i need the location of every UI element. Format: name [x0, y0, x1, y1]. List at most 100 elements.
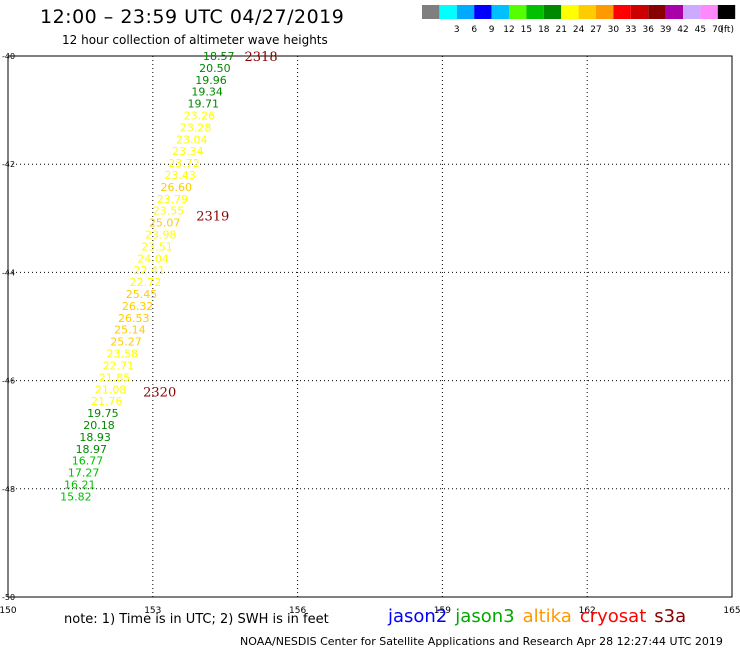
satellite-legend: jason2 jason3 altika cryosat s3a [388, 606, 694, 627]
satellite-cryosat: cryosat [579, 606, 647, 627]
legend-swatch [561, 5, 579, 19]
wave-height-point: 23.58 [106, 348, 137, 361]
legend-label: 70 [712, 25, 724, 35]
wave-height-point: 25.45 [126, 288, 157, 301]
wave-height-point: 16.21 [64, 478, 96, 491]
x-tick-label: 150 [0, 606, 17, 616]
legend-swatch [422, 5, 440, 19]
wave-height-point: 23.55 [153, 205, 185, 218]
wave-height-point: 23.79 [157, 193, 189, 206]
time-label: 2319 [196, 210, 229, 225]
wave-height-point: 23.98 [145, 229, 177, 242]
wave-height-point: 17.27 [68, 467, 100, 480]
wave-height-point: 21.76 [91, 395, 123, 408]
wave-height-point: 19.71 [188, 98, 220, 111]
wave-height-point: 25.27 [110, 336, 142, 349]
satellite-altika: altika [522, 606, 572, 627]
legend-swatch [630, 5, 649, 19]
legend-label: 42 [677, 25, 688, 35]
legend-swatch [613, 5, 631, 19]
wave-height-point: 21.08 [95, 383, 127, 396]
legend-swatch [439, 5, 457, 19]
wave-height-point: 25.14 [114, 324, 146, 337]
wave-height-point: 21.85 [99, 371, 131, 384]
legend-label: 18 [538, 25, 550, 35]
y-tick-label: -46 [2, 377, 15, 386]
legend-label: 15 [521, 25, 532, 35]
y-tick-label: -40 [2, 52, 15, 61]
wave-height-point: 19.34 [191, 86, 223, 99]
chart-title: 12:00 – 23:59 UTC 04/27/2019 [40, 6, 345, 28]
wave-height-point: 22.41 [133, 264, 165, 277]
x-tick-label: 153 [144, 606, 161, 616]
legend-swatch [491, 5, 509, 19]
wave-height-point: 23.34 [172, 145, 204, 158]
wave-height-point: 26.60 [161, 181, 193, 194]
legend-swatch [665, 5, 683, 19]
plot-frame [7, 55, 733, 598]
y-tick-label: -48 [2, 485, 15, 494]
wave-height-point: 23.26 [184, 110, 216, 123]
chart-subtitle: 12 hour collection of altimeter wave hei… [62, 33, 328, 47]
legend-label: 9 [489, 25, 495, 35]
wave-height-point: 19.96 [195, 74, 227, 87]
wave-height-point: 15.82 [60, 490, 92, 503]
wave-height-point: 26.32 [122, 300, 154, 313]
legend-label: 24 [573, 25, 585, 35]
legend-label: 33 [625, 25, 636, 35]
wave-height-point: 18.93 [79, 431, 111, 444]
y-tick-label: -50 [2, 593, 15, 602]
wave-height-point: 22.72 [130, 276, 162, 289]
wave-height-point: 22.71 [103, 359, 134, 372]
color-legend: 3 6 9 12 15 18 21 24 27 30 33 36 39 42 45 70(ft) [422, 5, 736, 35]
y-tick-label: -42 [2, 160, 15, 169]
legend-swatch [474, 5, 492, 19]
legend-swatch [648, 5, 666, 19]
footer-credit: NOAA/NESDIS Center for Satellite Applica… [240, 635, 723, 648]
legend-swatch [717, 5, 736, 19]
legend-swatch [596, 5, 614, 19]
legend-label: 30 [608, 25, 620, 35]
legend-label: 21 [555, 25, 566, 35]
satellite-jason3: jason3 [455, 606, 515, 627]
wave-height-point: 18.57 [203, 50, 235, 63]
wave-height-point: 19.75 [87, 407, 119, 420]
legend-label: 3 [454, 25, 460, 35]
wave-height-point: 16.77 [72, 455, 104, 468]
x-tick-label: 162 [579, 606, 596, 616]
wave-height-point: 23.04 [176, 133, 208, 146]
legend-label: 39 [660, 25, 672, 35]
satellite-jason2: jason2 [388, 606, 448, 627]
x-tick-label: 165 [723, 606, 740, 616]
legend-label: 27 [590, 25, 601, 35]
legend-swatch [509, 5, 527, 19]
legend-swatch [578, 5, 596, 19]
legend-swatch [700, 5, 718, 19]
wave-height-point: 20.50 [199, 62, 231, 75]
wave-height-point: 24.04 [137, 252, 169, 265]
legend-label: 12 [503, 25, 514, 35]
legend-swatch [526, 5, 544, 19]
legend-unit: (ft) [720, 25, 734, 35]
time-label: 2320 [143, 385, 176, 400]
satellite-s3a: s3a [654, 606, 687, 627]
time-label: 2318 [245, 50, 278, 65]
wave-height-point: 23.72 [168, 157, 200, 170]
x-tick-label: 159 [434, 606, 451, 616]
legend-swatch [683, 5, 701, 19]
wave-height-point: 23.43 [164, 169, 196, 182]
wave-height-point: 26.53 [118, 312, 150, 325]
legend-label: 6 [471, 25, 477, 35]
legend-swatch [543, 5, 562, 19]
x-tick-label: 156 [289, 606, 306, 616]
wave-height-point: 25.07 [149, 217, 181, 230]
y-tick-label: -44 [2, 268, 15, 277]
footer-note: note: 1) Time is in UTC; 2) SWH is in fe… [64, 612, 329, 627]
legend-label: 36 [642, 25, 654, 35]
wave-height-point: 23.28 [180, 121, 212, 134]
legend-swatch [456, 5, 475, 19]
wave-height-point: 23.51 [141, 240, 173, 253]
wave-height-point: 18.97 [76, 443, 108, 456]
legend-label: 45 [695, 25, 706, 35]
